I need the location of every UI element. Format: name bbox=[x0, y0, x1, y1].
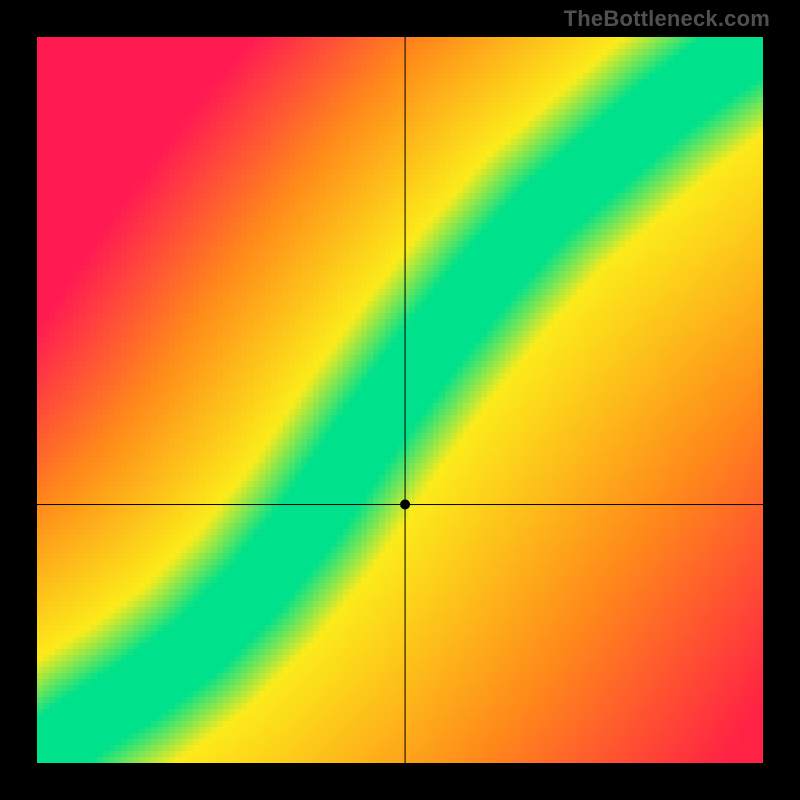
chart-container: TheBottleneck.com bbox=[0, 0, 800, 800]
heatmap-canvas bbox=[0, 0, 800, 800]
watermark-text: TheBottleneck.com bbox=[564, 6, 770, 32]
